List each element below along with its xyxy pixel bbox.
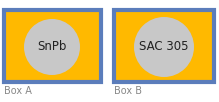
Ellipse shape [134, 17, 194, 77]
Text: Box B: Box B [114, 86, 142, 96]
Text: SAC 305: SAC 305 [139, 40, 189, 54]
Ellipse shape [24, 19, 80, 75]
FancyBboxPatch shape [4, 10, 101, 82]
Text: Box A: Box A [4, 86, 32, 96]
Text: SnPb: SnPb [37, 40, 67, 54]
FancyBboxPatch shape [114, 10, 214, 82]
